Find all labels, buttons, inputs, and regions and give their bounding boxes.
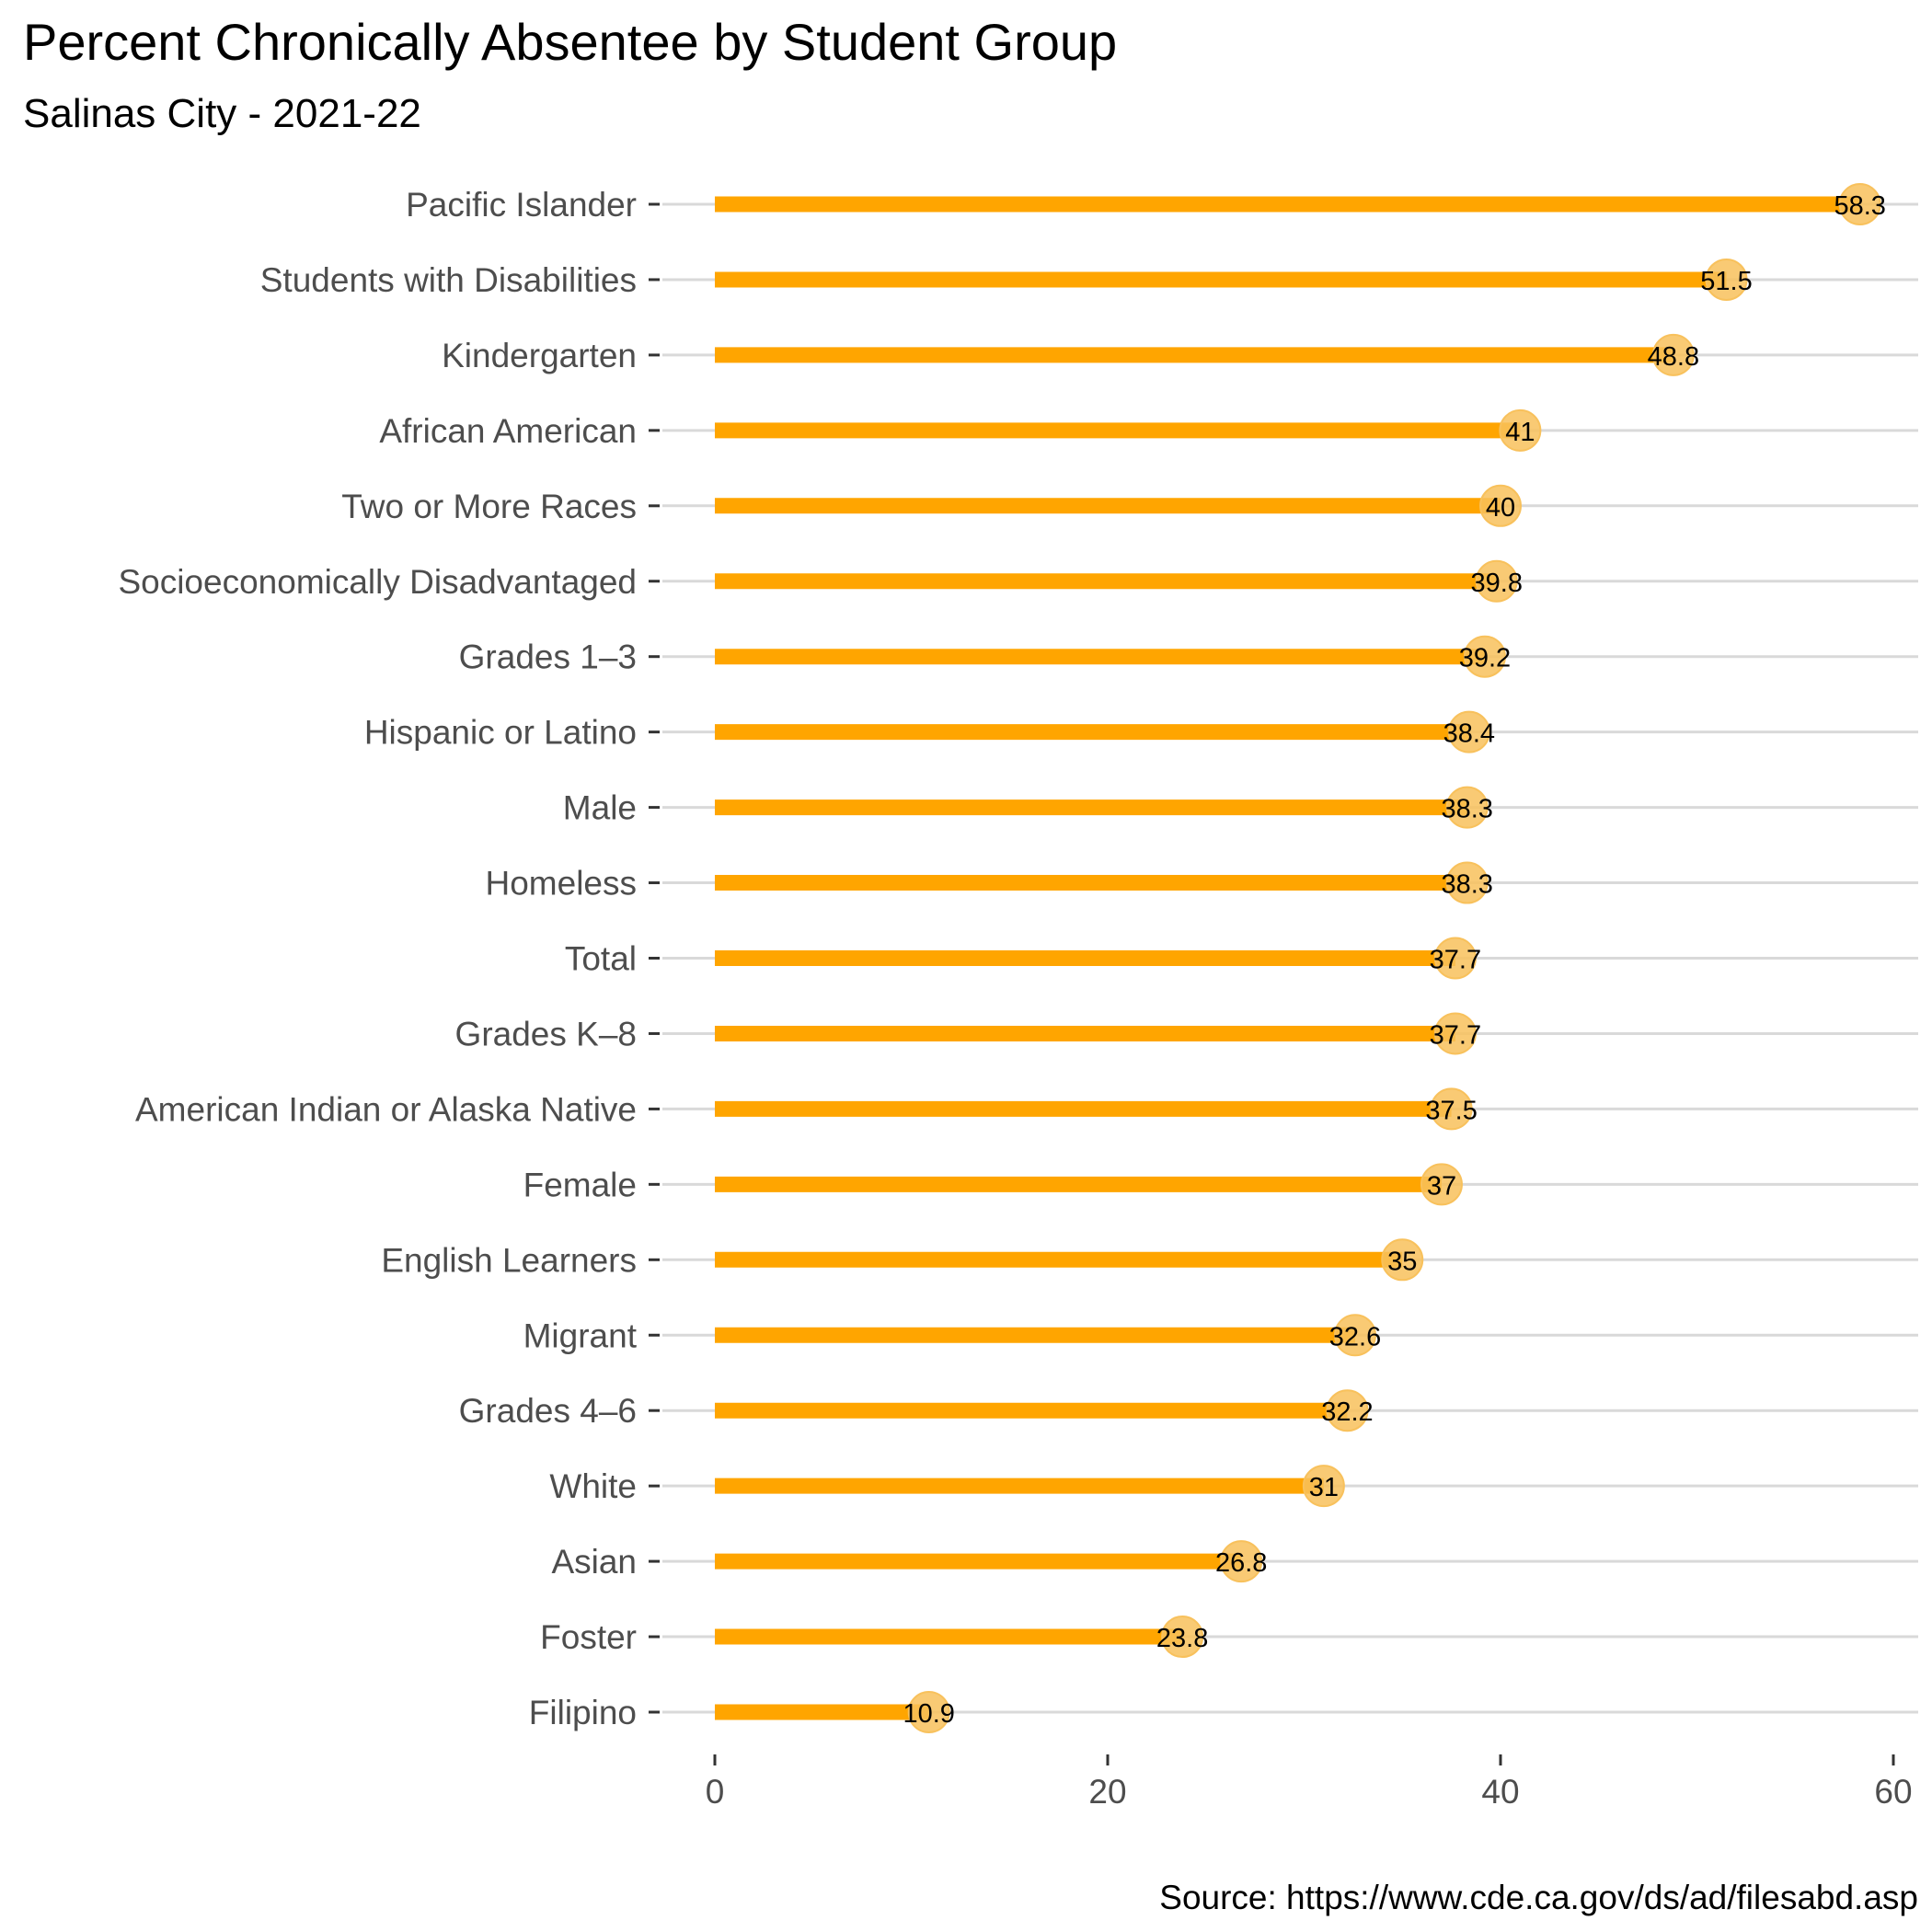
- y-label-english-learners: English Learners: [381, 1241, 637, 1279]
- point-american-indian-or-alaska-native: [1430, 1087, 1473, 1131]
- data-label-two-or-more-races: 40: [1486, 493, 1515, 523]
- y-label-grades-1-3: Grades 1–3: [459, 638, 637, 676]
- point-english-learners: [1381, 1238, 1424, 1282]
- chart-title: Percent Chronically Absentee by Student …: [23, 13, 1117, 71]
- y-label-filipino: Filipino: [529, 1694, 637, 1731]
- x-tick-label-20: 20: [1088, 1773, 1126, 1811]
- point-foster: [1161, 1616, 1204, 1659]
- y-label-socioeconomically-disadvantaged: Socioeconomically Disadvantaged: [118, 563, 637, 601]
- point-migrant: [1334, 1314, 1377, 1357]
- point-grades-k-8: [1433, 1012, 1477, 1055]
- data-label-hispanic-or-latino: 38.4: [1443, 719, 1495, 749]
- data-label-filipino: 10.9: [903, 1699, 954, 1729]
- data-label-homeless: 38.3: [1441, 870, 1492, 900]
- data-label-grades-1-3: 39.2: [1459, 644, 1511, 673]
- data-label-african-american: 41: [1505, 418, 1535, 447]
- data-label-migrant: 32.6: [1329, 1322, 1381, 1351]
- bar-series: [715, 196, 1860, 1720]
- point-kindergarten: [1651, 333, 1695, 376]
- y-label-kindergarten: Kindergarten: [442, 337, 637, 374]
- point-series: [907, 183, 1881, 1733]
- y-label-male: Male: [563, 789, 637, 827]
- data-label-male: 38.3: [1441, 795, 1492, 824]
- point-female: [1420, 1163, 1463, 1206]
- data-labels: 58.3 51.5 48.8 41 40 39.8 39.2 38.4 38.3 38.3 37.7…: [903, 191, 1885, 1729]
- y-label-american-indian-or-alaska-native: American Indian or Alaska Native: [135, 1090, 637, 1128]
- data-label-foster: 23.8: [1156, 1624, 1208, 1653]
- point-filipino: [907, 1691, 950, 1733]
- x-axis-ticks: 0 20 40 60: [706, 1754, 1913, 1811]
- data-label-pacific-islander: 58.3: [1834, 191, 1885, 221]
- y-label-foster: Foster: [540, 1618, 637, 1656]
- point-male: [1445, 786, 1489, 829]
- data-label-english-learners: 35: [1387, 1247, 1417, 1276]
- y-label-migrant: Migrant: [523, 1317, 638, 1354]
- point-students-with-disabilities: [1705, 258, 1748, 301]
- data-label-total: 37.7: [1430, 946, 1481, 975]
- point-asian: [1220, 1540, 1263, 1583]
- y-label-two-or-more-races: Two or More Races: [341, 488, 637, 525]
- y-label-students-with-disabilities: Students with Disabilities: [260, 261, 637, 299]
- point-grades-1-3: [1463, 635, 1506, 678]
- point-homeless: [1445, 861, 1489, 904]
- data-label-grades-k-8: 37.7: [1430, 1020, 1481, 1050]
- y-label-grades-4-6: Grades 4–6: [459, 1392, 637, 1430]
- point-total: [1433, 937, 1477, 980]
- x-tick-label-0: 0: [706, 1773, 725, 1811]
- data-label-female: 37: [1427, 1171, 1456, 1201]
- y-label-hispanic-or-latino: Hispanic or Latino: [364, 714, 637, 752]
- y-label-african-american: African American: [379, 412, 637, 450]
- y-label-asian: Asian: [551, 1543, 637, 1581]
- point-pacific-islander: [1838, 183, 1881, 225]
- y-label-pacific-islander: Pacific Islander: [406, 186, 637, 224]
- y-axis-category-labels: Pacific Islander Students with Disabiliti…: [118, 186, 660, 1731]
- x-tick-label-40: 40: [1481, 1773, 1519, 1811]
- chart-caption: Source: https://www.cde.ca.gov/ds/ad/fil…: [1159, 1879, 1918, 1916]
- y-label-white: White: [549, 1467, 637, 1505]
- chart-subtitle: Salinas City - 2021-22: [23, 91, 421, 136]
- data-label-students-with-disabilities: 51.5: [1700, 267, 1752, 296]
- x-tick-label-60: 60: [1874, 1773, 1912, 1811]
- data-label-socioeconomically-disadvantaged: 39.8: [1471, 569, 1523, 598]
- point-two-or-more-races: [1479, 484, 1522, 527]
- data-label-grades-4-6: 32.2: [1321, 1397, 1373, 1427]
- point-african-american: [1499, 408, 1542, 452]
- point-grades-4-6: [1326, 1389, 1369, 1432]
- data-label-white: 31: [1309, 1473, 1339, 1502]
- data-label-american-indian-or-alaska-native: 37.5: [1425, 1096, 1477, 1125]
- data-label-kindergarten: 48.8: [1648, 342, 1699, 372]
- y-label-grades-k-8: Grades K–8: [455, 1015, 637, 1052]
- point-socioeconomically-disadvantaged: [1475, 559, 1518, 603]
- data-label-asian: 26.8: [1215, 1548, 1267, 1578]
- point-white: [1302, 1465, 1345, 1508]
- y-label-homeless: Homeless: [486, 865, 638, 903]
- y-label-female: Female: [523, 1166, 637, 1203]
- point-hispanic-or-latino: [1447, 710, 1490, 753]
- y-label-total: Total: [565, 940, 637, 978]
